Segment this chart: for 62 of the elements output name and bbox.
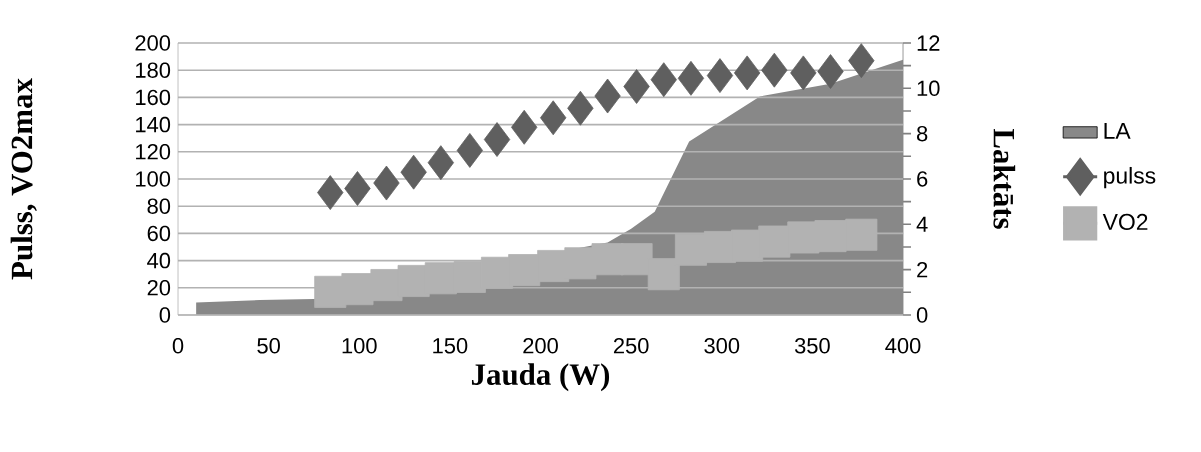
point bbox=[341, 273, 374, 306]
y-axis-title: Pulss, VO2max bbox=[10, 78, 37, 280]
y-tick-label: 20 bbox=[147, 280, 171, 296]
point bbox=[620, 243, 653, 276]
point bbox=[814, 220, 847, 253]
point bbox=[373, 165, 400, 201]
x-tick-label: 250 bbox=[613, 338, 649, 354]
point bbox=[483, 122, 511, 157]
x-axis-title: Jauda (W) bbox=[471, 363, 610, 392]
point bbox=[848, 43, 875, 79]
legend-label: pulss bbox=[1104, 166, 1156, 189]
point bbox=[344, 171, 371, 206]
y2-tick-label: 8 bbox=[917, 125, 928, 142]
point bbox=[761, 52, 788, 88]
point bbox=[511, 109, 538, 145]
y-tick-label: 120 bbox=[136, 144, 171, 160]
x-tick-label: 350 bbox=[794, 338, 830, 354]
legend-label: LA bbox=[1104, 123, 1131, 139]
point bbox=[817, 54, 844, 89]
x-tick-label: 0 bbox=[172, 338, 184, 354]
point bbox=[623, 69, 650, 104]
point bbox=[567, 90, 594, 126]
y-tick-label: 40 bbox=[147, 252, 171, 269]
y-tick-label: 0 bbox=[159, 307, 171, 323]
point bbox=[508, 254, 541, 287]
y2-tick-label: 10 bbox=[917, 80, 940, 97]
point bbox=[677, 60, 705, 96]
x-tick-label: 300 bbox=[704, 338, 740, 354]
point bbox=[845, 218, 878, 251]
point bbox=[456, 133, 483, 168]
y2-tick-label: 4 bbox=[916, 216, 928, 232]
y-tick-label: 140 bbox=[136, 116, 171, 133]
y-tick-label: 160 bbox=[136, 89, 171, 106]
y-tick-label: 60 bbox=[147, 225, 171, 242]
x-tick-label: 200 bbox=[523, 338, 558, 354]
y-tick-label: 180 bbox=[136, 62, 171, 78]
point bbox=[674, 233, 707, 266]
x-tick-label: 50 bbox=[257, 338, 280, 354]
y2-tick-label: 2 bbox=[917, 262, 928, 278]
y2-axis-title: Laktāts bbox=[993, 128, 1016, 229]
point bbox=[424, 262, 457, 295]
y-tick-label: 100 bbox=[136, 171, 171, 187]
point bbox=[317, 175, 344, 210]
y2-tick-label: 6 bbox=[917, 171, 928, 187]
point bbox=[427, 145, 454, 181]
x-tick-label: 400 bbox=[885, 338, 921, 354]
point bbox=[758, 225, 791, 258]
point bbox=[647, 258, 680, 291]
point bbox=[706, 58, 734, 94]
y2-tick-label: 12 bbox=[917, 35, 940, 51]
point bbox=[734, 55, 761, 91]
point bbox=[400, 154, 427, 190]
x-tick-label: 100 bbox=[342, 338, 377, 354]
point bbox=[650, 62, 677, 98]
y2-tick-label: 0 bbox=[916, 307, 928, 323]
x-tick-label: 150 bbox=[433, 338, 468, 354]
y-tick-label: 80 bbox=[147, 198, 171, 214]
legend-label: VO2 bbox=[1102, 213, 1148, 231]
point bbox=[790, 55, 817, 91]
point bbox=[540, 100, 567, 136]
point bbox=[594, 78, 621, 114]
y-tick-label: 200 bbox=[135, 35, 171, 51]
